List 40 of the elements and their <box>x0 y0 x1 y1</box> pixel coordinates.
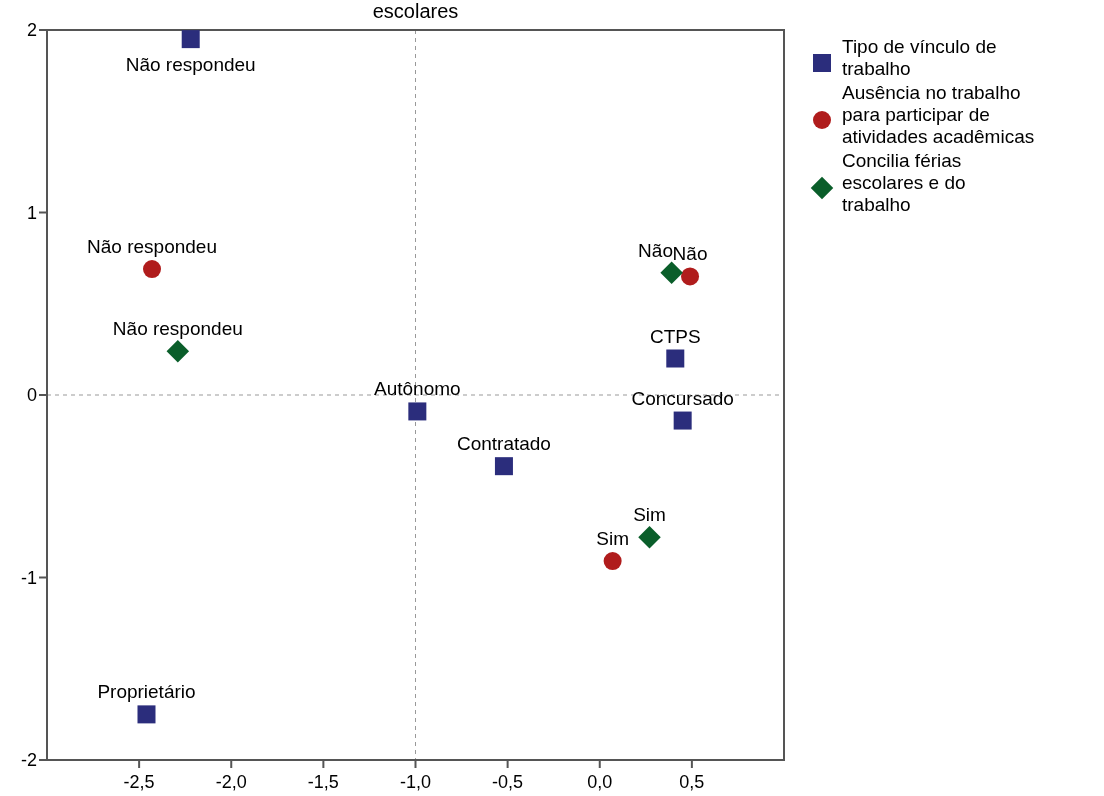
annotation: Não respondeu <box>125 54 256 76</box>
annotation: Concursado <box>631 387 734 409</box>
point <box>660 261 683 284</box>
point <box>603 552 622 571</box>
point <box>143 260 162 279</box>
legend-label: Concilia férias escolares e do trabalho <box>842 150 966 215</box>
y-tick-label: 0 <box>26 385 37 405</box>
x-tick-label: -1,5 <box>307 772 339 792</box>
y-tick-label: -1 <box>20 567 37 588</box>
annotation: Sim <box>633 504 666 526</box>
y-tick-label: -2 <box>20 750 37 770</box>
annotation: Não respondeu <box>112 318 243 340</box>
y-tick-label: 2 <box>26 20 37 40</box>
point <box>666 349 685 368</box>
point <box>137 705 156 724</box>
legend-label: Tipo de vínculo de trabalho <box>842 36 997 79</box>
y-tick-label: 1 <box>26 202 37 223</box>
point <box>673 411 692 430</box>
annotation: Não respondeu <box>87 236 217 258</box>
x-tick-label: -2,0 <box>215 772 247 792</box>
chart-title: escolares <box>372 0 459 22</box>
x-tick-label: 0,0 <box>587 772 613 792</box>
annotation: Contratado <box>456 433 551 455</box>
point <box>681 267 700 286</box>
point <box>408 402 427 421</box>
x-tick-label: 0,5 <box>679 772 705 792</box>
annotation: Não <box>672 243 708 265</box>
point <box>181 30 200 49</box>
x-tick-label: -2,5 <box>123 772 155 792</box>
annotation: CTPS <box>649 325 701 347</box>
legend-label: Ausência no trabalho para participar de atividades acadêmicas <box>842 82 1035 147</box>
point <box>166 339 190 363</box>
annotation: Autônomo <box>374 378 461 400</box>
annotation: Não <box>638 239 673 261</box>
x-tick-label: -0,5 <box>492 772 524 792</box>
x-tick-label: -1,0 <box>399 772 432 792</box>
point <box>494 457 513 476</box>
annotation: Proprietário <box>97 681 196 703</box>
point <box>638 526 661 549</box>
annotation: Sim <box>596 528 630 550</box>
